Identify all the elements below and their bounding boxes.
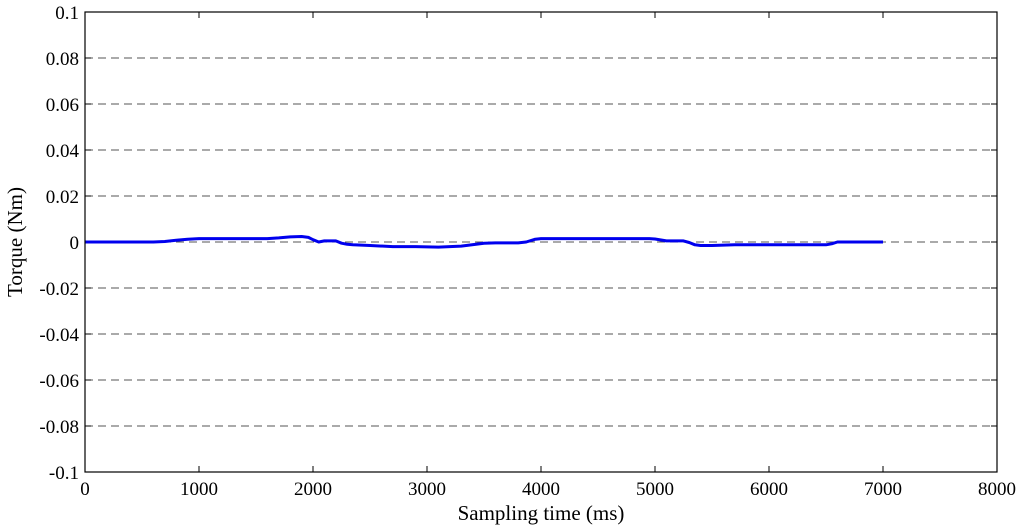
plot-frame <box>84 11 998 473</box>
x-tick-label: 5000 <box>636 479 674 500</box>
y-tick-label: -0.06 <box>39 371 79 392</box>
series-layer <box>85 235 883 249</box>
x-axis-label: Sampling time (ms) <box>458 501 625 525</box>
x-tick-label: 1000 <box>180 479 218 500</box>
y-axis-label: Torque (Nm) <box>3 187 27 297</box>
y-tick-label: -0.04 <box>39 325 79 346</box>
y-tick-label: -0.1 <box>49 463 79 484</box>
y-tick-label: 0.06 <box>46 95 79 116</box>
y-tick-label: 0.1 <box>55 3 79 24</box>
y-tick-label: 0.04 <box>46 141 80 162</box>
x-tick-label: 7000 <box>864 479 902 500</box>
x-tick-labels: 0 1000 2000 3000 4000 5000 6000 7000 8000 <box>80 479 1016 500</box>
x-tick-label: 3000 <box>408 479 446 500</box>
y-tick-label: -0.08 <box>39 417 79 438</box>
y-tick-labels: 0.1 0.08 0.06 0.04 0.02 0 -0.02 -0.04 -0.06 -0.08… <box>39 3 79 484</box>
x-tick-label: 2000 <box>294 479 332 500</box>
y-tick-label: 0 <box>70 233 80 254</box>
x-tick-label: 4000 <box>522 479 560 500</box>
y-tick-label: 0.02 <box>46 187 79 208</box>
x-tick-label: 8000 <box>978 479 1016 500</box>
torque-series-line <box>85 235 883 249</box>
y-tick-label: 0.08 <box>46 49 79 70</box>
x-tick-label: 0 <box>80 479 90 500</box>
x-tick-label: 6000 <box>750 479 788 500</box>
y-tick-label: -0.02 <box>39 279 79 300</box>
